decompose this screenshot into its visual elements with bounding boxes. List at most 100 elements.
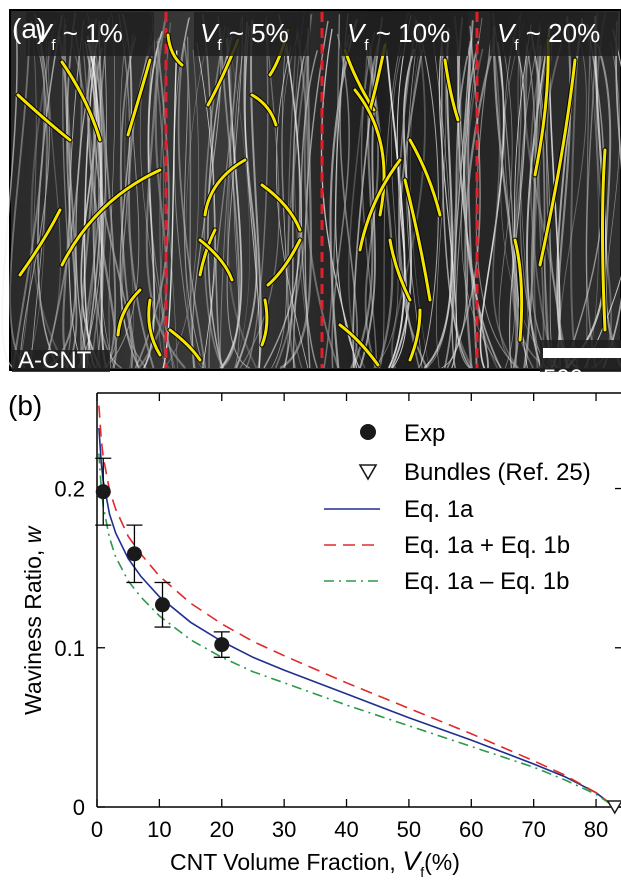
cnt-fiber <box>300 50 318 369</box>
cnt-fiber <box>93 17 122 369</box>
cnt-fibers <box>1 12 621 369</box>
region-label-box-3 <box>340 12 468 56</box>
cnt-fiber <box>239 24 280 369</box>
cnt-fiber <box>461 17 502 369</box>
cnt-fiber <box>320 28 358 369</box>
traced-cnt-path <box>18 208 62 277</box>
cnt-fiber <box>519 28 547 369</box>
traced-cnt-path <box>60 168 162 267</box>
cnt-fiber <box>526 47 558 369</box>
cnt-fiber <box>30 20 48 369</box>
cnt-fiber <box>30 20 68 369</box>
x-tick-label: 40 <box>334 817 358 842</box>
traced-cnt-path <box>116 288 142 337</box>
cnt-fiber <box>392 14 412 369</box>
y-tick-label: 0.1 <box>54 636 85 661</box>
x-tick-label: 0 <box>91 817 103 842</box>
cnt-fiber <box>90 19 107 369</box>
cnt-fiber <box>9 31 31 369</box>
cnt-fiber <box>450 16 474 369</box>
x-tick-label: 30 <box>272 817 296 842</box>
cnt-fiber <box>463 40 502 369</box>
cnt-fiber <box>451 40 472 369</box>
x-axis-title: CNT Volume Fraction, Vf(%) <box>170 846 460 880</box>
traced-cnt-path <box>126 58 152 137</box>
cnt-fiber <box>183 36 205 369</box>
micrograph-image: Vf ~ 1% Vf ~ 5% Vf ~ 10% Vf ~ 20% (a) A-… <box>1 9 621 380</box>
traced-cnt-path <box>353 88 386 217</box>
traced-cnt-path <box>338 323 380 367</box>
cnt-fiber <box>304 20 329 369</box>
region-labels: Vf ~ 1% Vf ~ 5% Vf ~ 10% Vf ~ 20% <box>26 12 618 56</box>
cnt-fiber <box>585 12 598 369</box>
cnt-fiber <box>416 20 439 369</box>
sample-label: A-CNT <box>18 347 92 374</box>
exp-data-point <box>95 484 111 500</box>
y-tick-label: 0 <box>73 795 85 820</box>
cnt-fiber <box>558 44 587 369</box>
traced-cnt-path <box>260 183 302 232</box>
scale-bar-label: 500nm <box>543 365 616 380</box>
waviness-chart: (b) 0 10 20 30 40 50 60 70 80 0 0.1 0.2 Exp Bundles… <box>8 390 621 880</box>
x-tick-label: 70 <box>521 817 545 842</box>
sample-label-box <box>12 350 110 372</box>
cnt-fiber <box>498 41 518 369</box>
cnt-fiber <box>500 23 553 369</box>
y-axis-title: Waviness Ratio, w <box>20 525 46 715</box>
cnt-fiber <box>95 20 104 369</box>
legend-label-eq1a: Eq. 1a <box>404 496 474 523</box>
traced-cnt-path <box>443 58 460 122</box>
cnt-fiber <box>279 28 313 369</box>
cnt-fiber <box>185 48 207 369</box>
cnt-fiber <box>526 25 552 369</box>
cnt-fiber <box>373 49 403 369</box>
cnt-fiber <box>226 15 250 369</box>
traced-cnt-path <box>203 158 247 217</box>
cnt-fiber <box>441 50 469 369</box>
traced-cnt-path <box>513 238 524 342</box>
x-tick-label: 80 <box>584 817 608 842</box>
bundles-data-point <box>606 800 621 815</box>
exp-data-point <box>214 637 230 653</box>
cnt-fiber <box>139 24 176 369</box>
exp-data-point <box>155 597 170 613</box>
traced-cnt-path <box>198 238 234 282</box>
cnt-fiber <box>128 44 155 369</box>
cnt-fiber <box>163 49 200 369</box>
cnt-fiber <box>119 13 140 369</box>
waviness-chart-panel: (b) 0 10 20 30 40 50 60 70 80 0 0.1 0.2 Exp Bundles… <box>0 385 621 880</box>
region-label-1: Vf ~ 1% <box>34 18 123 54</box>
cnt-fiber <box>17 33 37 369</box>
region-dividers <box>164 12 479 368</box>
cnt-fiber <box>84 40 102 369</box>
x-tick-label: 10 <box>147 817 171 842</box>
cnt-fiber <box>596 43 621 369</box>
cnt-fiber <box>19 13 50 369</box>
cnt-fiber <box>441 49 471 369</box>
cnt-fiber <box>368 42 394 369</box>
cnt-fiber <box>331 33 350 369</box>
cnt-fiber <box>535 22 545 369</box>
traced-cnt-path <box>147 298 162 357</box>
traced-cnt-path <box>601 148 607 332</box>
cnt-fiber <box>228 42 251 369</box>
cnt-fiber <box>71 42 97 369</box>
traced-cnt-path <box>408 308 422 362</box>
cnt-fiber <box>233 43 245 369</box>
cnt-fiber <box>303 43 340 369</box>
cnt-fiber <box>517 13 529 369</box>
legend-label-exp: Exp <box>404 420 445 447</box>
cnt-fiber <box>565 16 607 369</box>
scale-bar <box>543 348 621 358</box>
panel-b-label: (b) <box>8 390 42 421</box>
region-label-4: Vf ~ 20% <box>497 18 600 54</box>
traced-cnt-path <box>250 93 278 127</box>
legend-marker-bundles <box>358 464 378 481</box>
cnt-fiber <box>220 38 243 369</box>
cnt-fiber <box>37 14 63 369</box>
cnt-fiber <box>360 31 378 369</box>
legend-label-eq1a-plus: Eq. 1a + Eq. 1b <box>404 532 570 559</box>
series-points <box>95 457 621 815</box>
legend-label-bundles: Bundles (Ref. 25) <box>404 459 591 486</box>
traced-cnt-path <box>358 158 402 252</box>
